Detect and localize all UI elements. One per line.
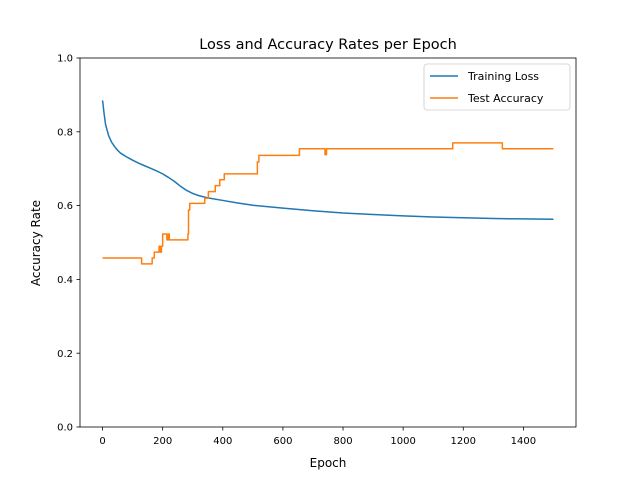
legend: Training Loss Test Accuracy: [423, 63, 571, 111]
x-axis-label: Epoch: [310, 456, 347, 470]
series-line-1: [101, 100, 554, 220]
x-tick-label: 400: [213, 436, 232, 447]
series-line-2: [102, 142, 554, 265]
y-tick-label: 1.0: [57, 54, 73, 65]
x-tick-label: 600: [273, 436, 292, 447]
x-tick-label: 1200: [451, 436, 476, 447]
y-axis-label: Accuracy Rate: [29, 200, 43, 286]
y-tick-label: 0.4: [57, 275, 73, 286]
x-tick-label: 200: [153, 436, 172, 447]
chart-title: Loss and Accuracy Rates per Epoch: [199, 37, 457, 53]
legend-label-1: Training Loss: [467, 70, 539, 83]
x-tick-label: 1400: [511, 436, 536, 447]
series-layer: [101, 100, 554, 265]
y-tick-label: 0.0: [57, 423, 73, 434]
x-tick-label: 0: [99, 436, 105, 447]
y-tick-label: 0.2: [57, 349, 73, 360]
axes-frame: [79, 57, 577, 428]
x-tick-label: 1000: [390, 436, 415, 447]
axes-layer: 0 200 400 600 800 1000 1200 1400 0.0 0.2 0.4 0.6 0.8…: [57, 54, 577, 447]
legend-box: [423, 63, 571, 111]
x-tick-label: 800: [333, 436, 352, 447]
plot-background: [80, 58, 576, 427]
plot-area: [80, 58, 576, 427]
y-tick-label: 0.6: [57, 201, 73, 212]
y-tick-label: 0.8: [57, 127, 73, 138]
legend-label-2: Test Accuracy: [467, 92, 544, 105]
